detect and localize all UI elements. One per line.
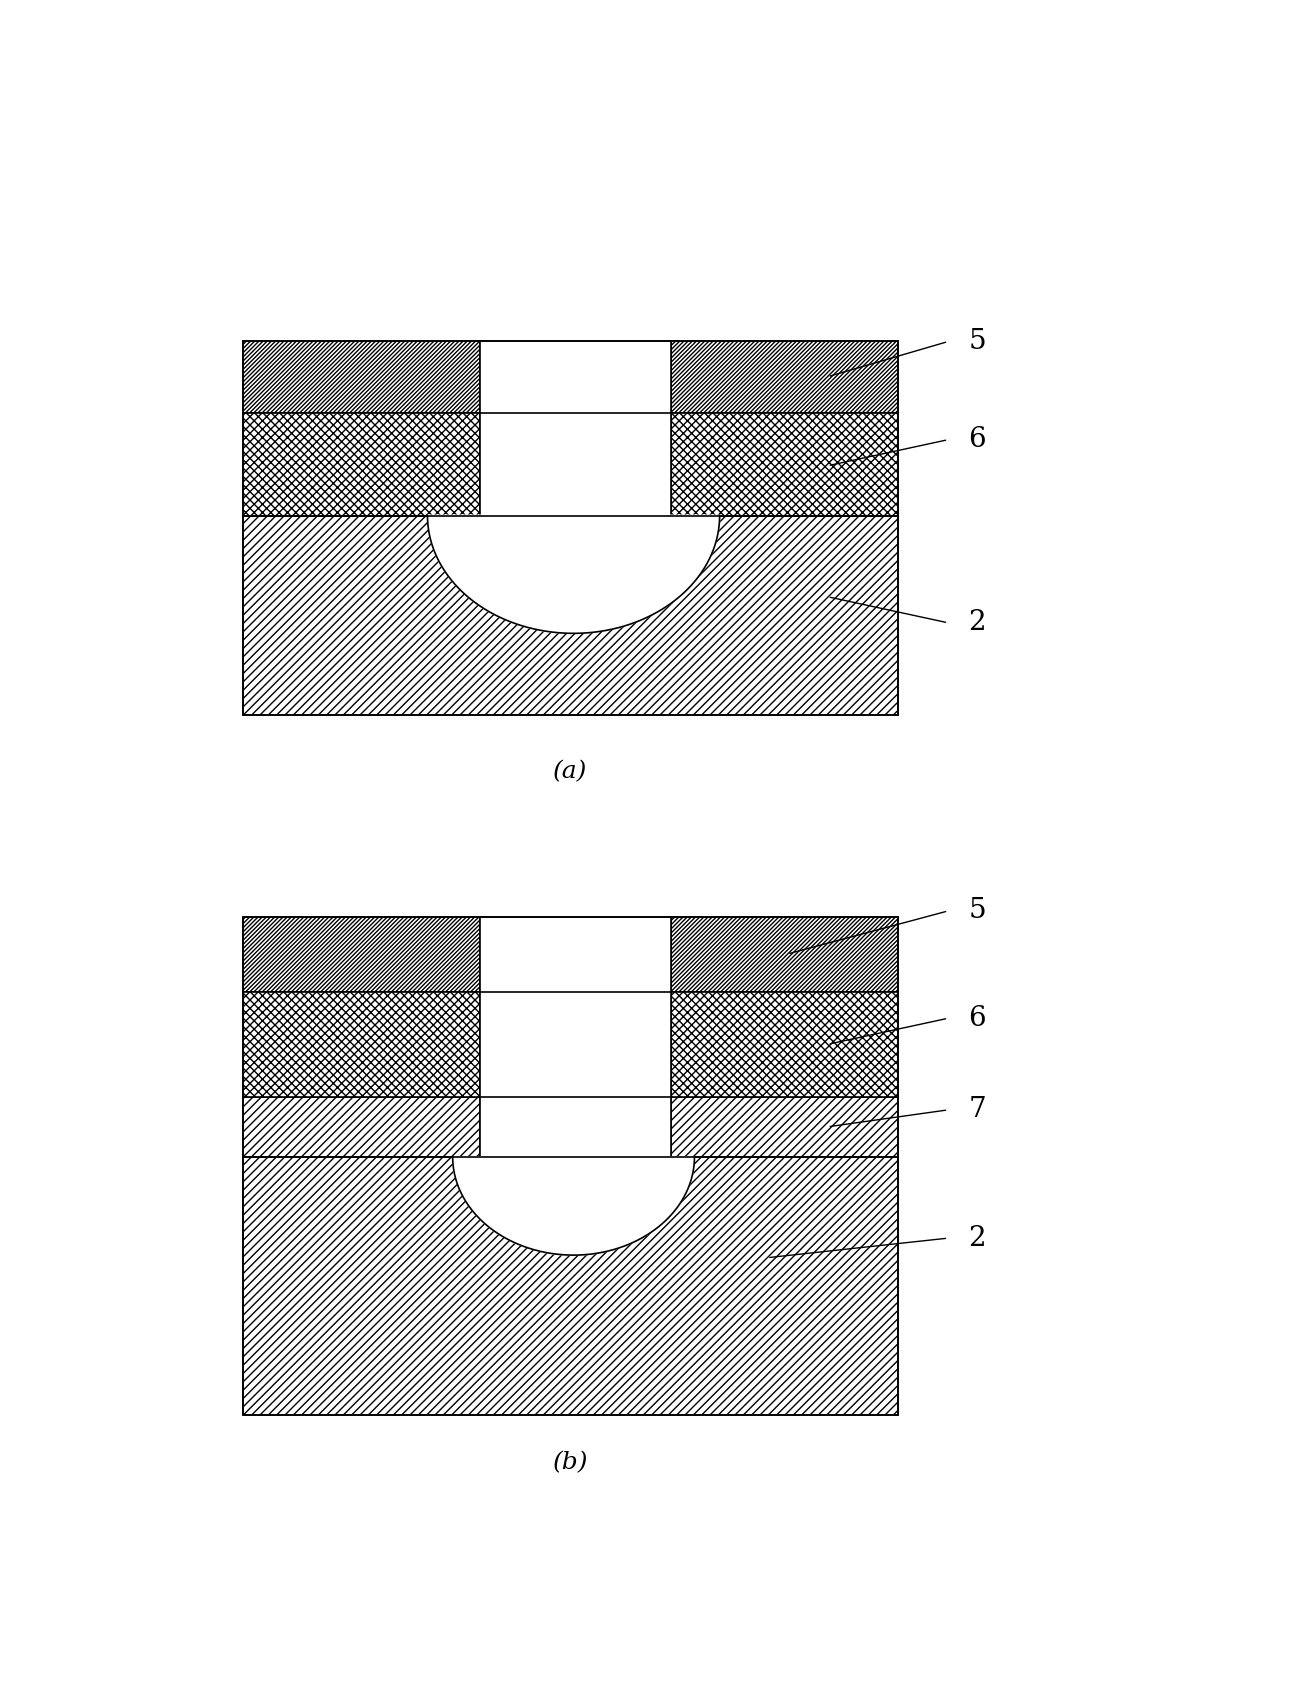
Bar: [671, 413, 898, 515]
Text: 6: 6: [968, 427, 987, 454]
Text: 5: 5: [968, 898, 987, 925]
Bar: [671, 342, 898, 413]
Bar: [243, 1096, 480, 1158]
Text: 2: 2: [968, 609, 987, 636]
Bar: [671, 993, 898, 1096]
Bar: [243, 1158, 898, 1414]
Bar: [243, 342, 898, 714]
Polygon shape: [452, 1158, 694, 1255]
Text: 6: 6: [968, 1005, 987, 1032]
Text: (b): (b): [552, 1452, 589, 1474]
Bar: [243, 342, 480, 413]
Bar: [243, 413, 480, 515]
Text: (a): (a): [554, 760, 588, 784]
Text: 5: 5: [968, 328, 987, 355]
Bar: [243, 918, 480, 993]
Bar: [243, 515, 898, 714]
Bar: [671, 918, 898, 993]
Bar: [671, 1096, 898, 1158]
Polygon shape: [428, 515, 720, 634]
Text: 2: 2: [968, 1224, 987, 1251]
Bar: [243, 993, 480, 1096]
Bar: [243, 918, 898, 1414]
Bar: [480, 918, 671, 1158]
Bar: [480, 342, 671, 515]
Text: 7: 7: [968, 1096, 987, 1124]
